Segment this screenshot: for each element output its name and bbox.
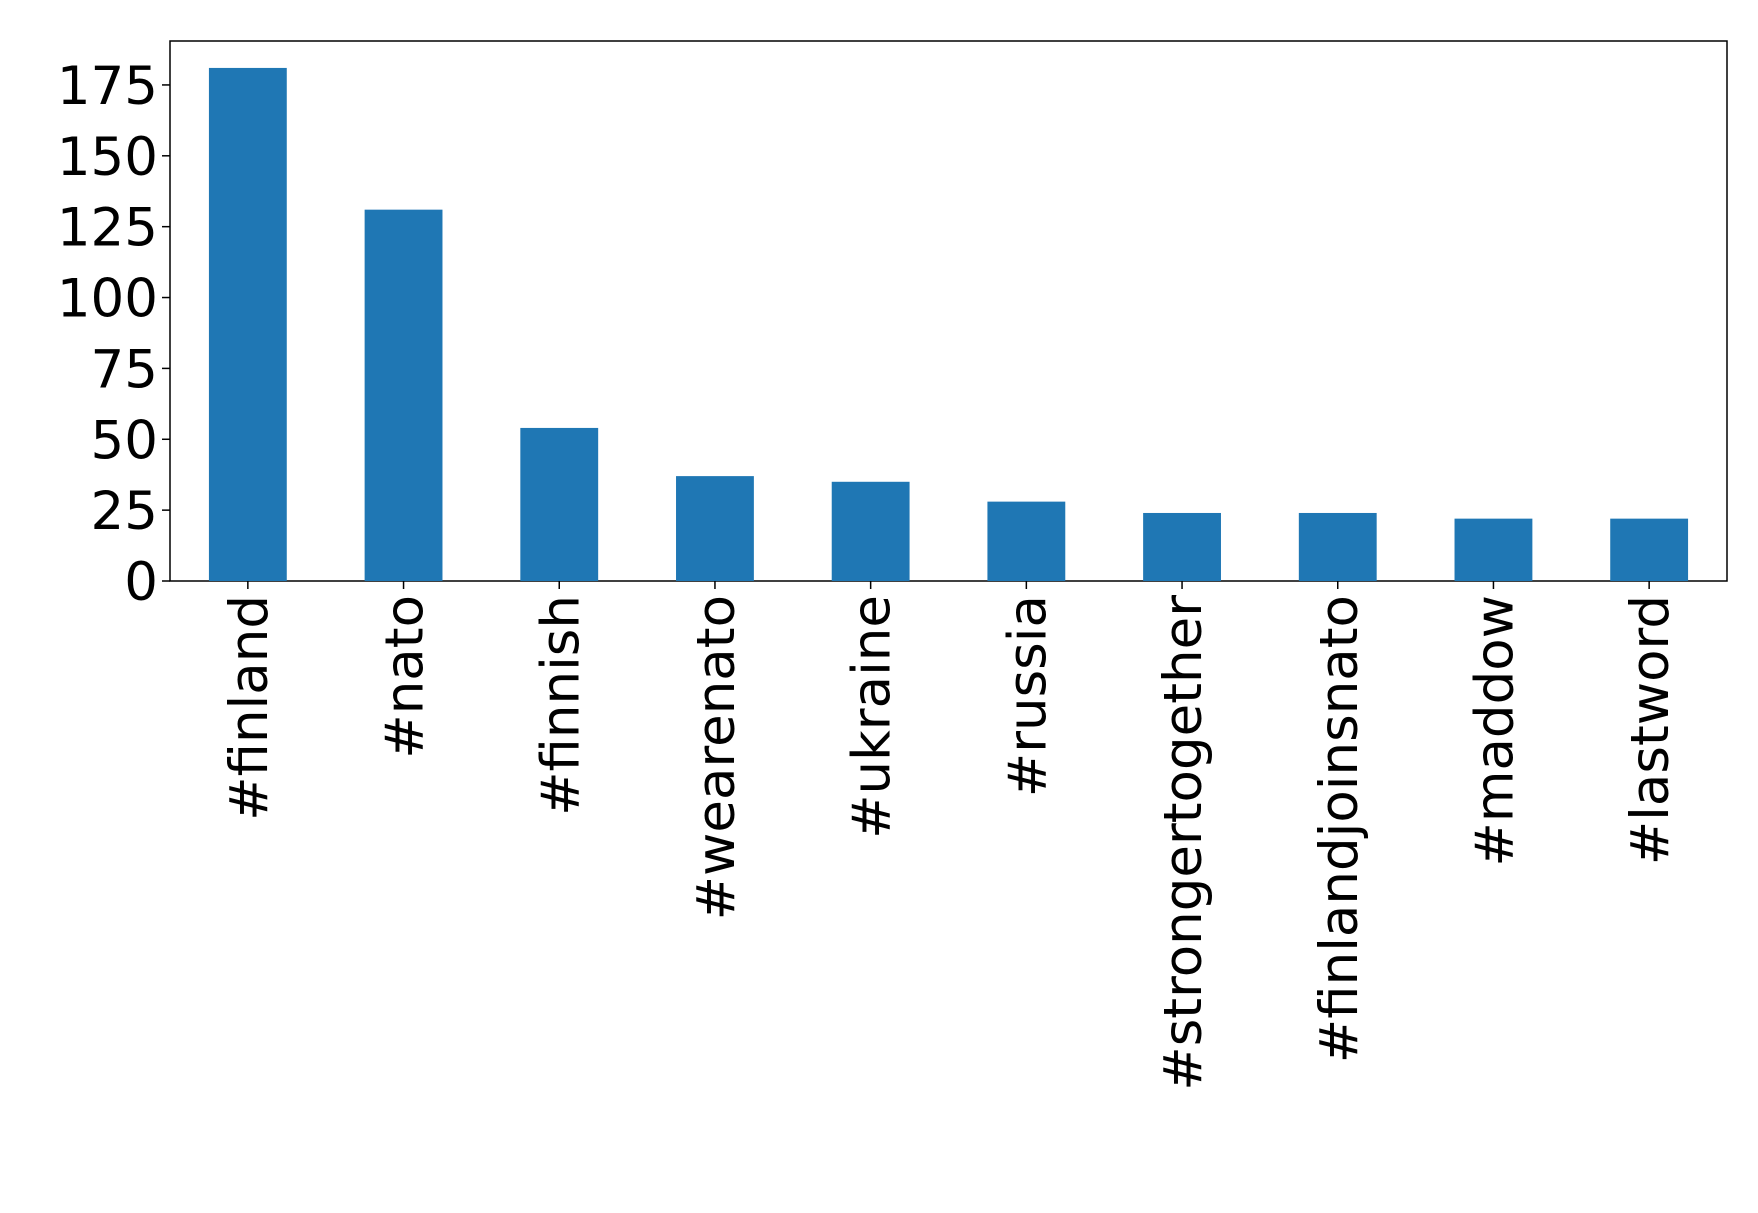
bar [831,481,910,581]
x-tick-label: #finlandjoinsnato [1309,595,1370,1063]
y-tick-label: 175 [57,56,158,117]
y-tick-label: 0 [124,552,158,613]
bar [987,501,1066,581]
y-tick-label: 100 [57,269,158,330]
bar [520,427,599,581]
bar [364,209,443,581]
plot-frame [169,40,1728,582]
x-tick-label: #lastword [1620,595,1681,865]
x-tick-label: #finland [219,595,280,821]
x-tick-label: #finnish [530,595,591,816]
bar [1454,518,1533,581]
y-tick-label: 50 [91,410,158,471]
y-tick-label: 25 [91,481,158,542]
y-tick-label: 125 [57,198,158,259]
y-tick-label: 75 [91,339,158,400]
y-tick-label: 150 [57,127,158,188]
x-tick-label: #strongertogether [1153,595,1214,1091]
bar [1298,512,1377,581]
bar [208,67,287,581]
x-tick-label: #wearenato [686,595,747,920]
bar [676,476,754,581]
x-tick-label: #russia [997,595,1058,797]
bar [1610,518,1689,581]
x-tick-label: #maddow [1464,595,1525,867]
x-tick-label: #nato [375,595,436,759]
bar [1143,512,1221,581]
x-tick-label: #ukraine [842,595,903,839]
